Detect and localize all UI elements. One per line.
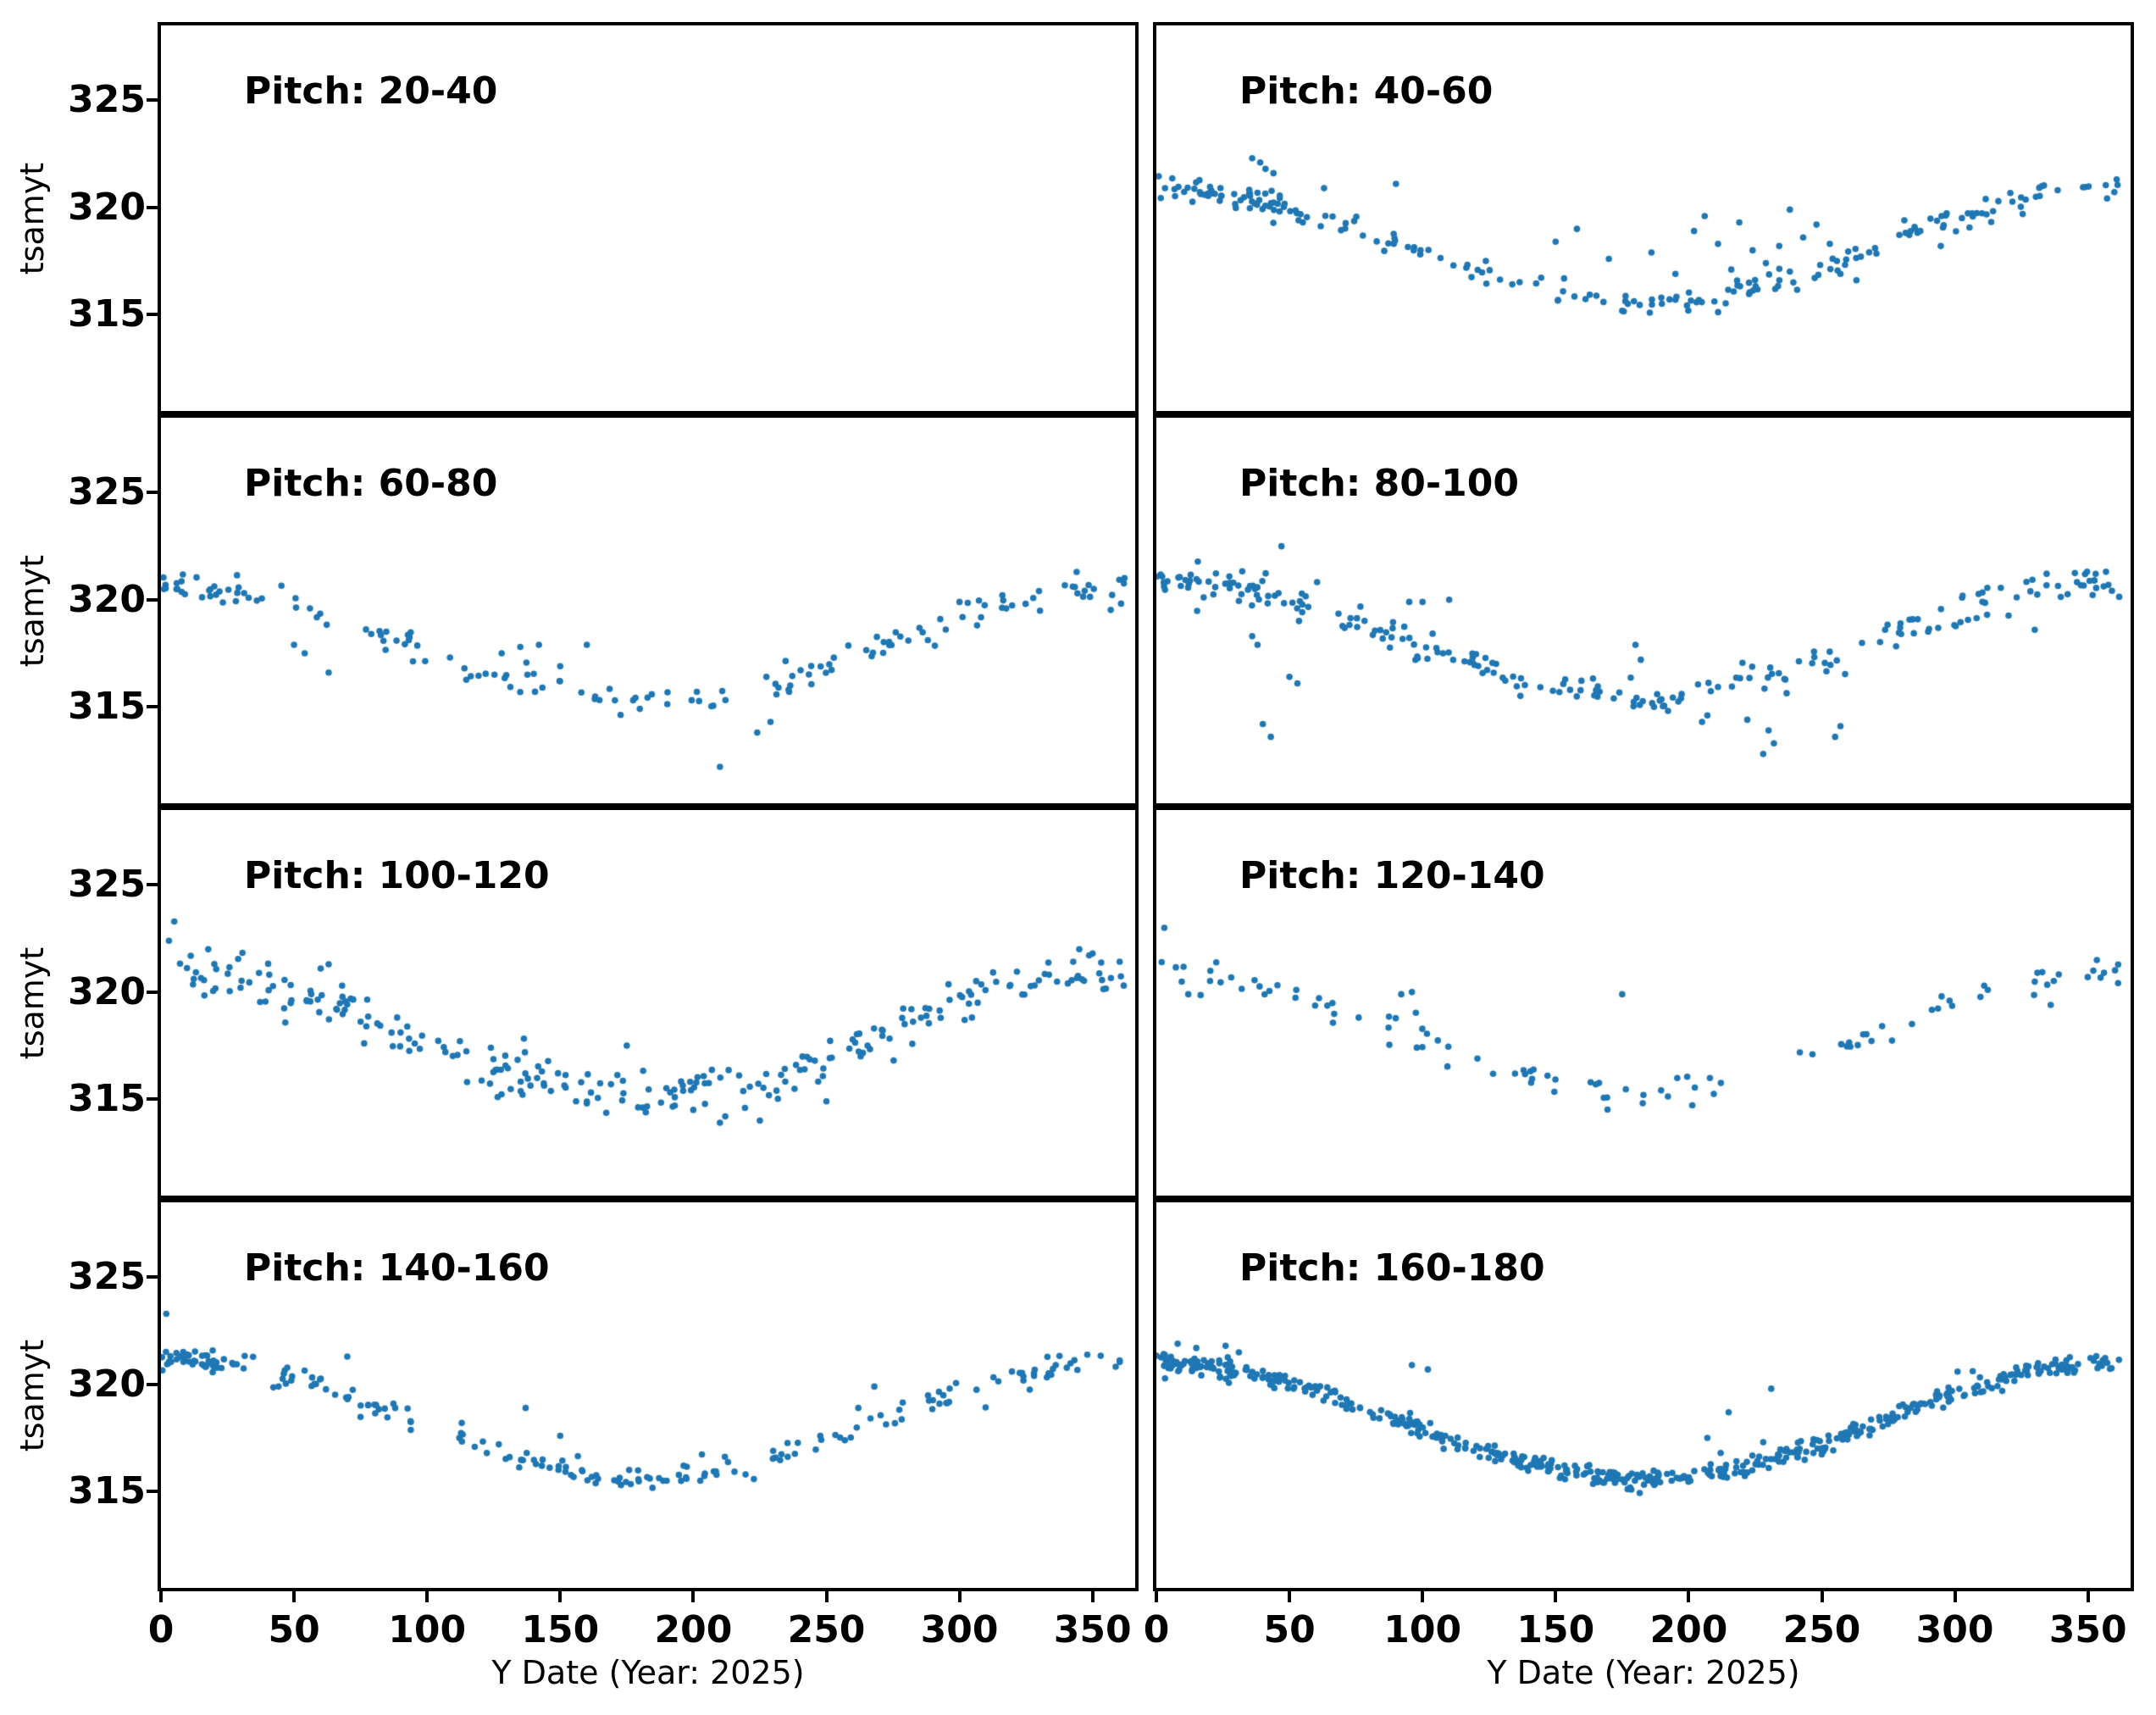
x-tick-label: 250 [1782, 1608, 1861, 1651]
x-tick-mark [1155, 1591, 1158, 1602]
y-axis-label: tsamyt [14, 946, 51, 1059]
y-tick-mark [147, 883, 158, 887]
y-tick-label: 315 [68, 685, 146, 729]
y-tick-label: 325 [68, 1255, 146, 1299]
scatter-canvas [161, 25, 1135, 411]
x-axis-label: Y Date (Year: 2025) [1487, 1654, 1800, 1691]
subplot-pitch-160-180: Pitch: 160-180 [1153, 1199, 2134, 1591]
scatter-canvas [161, 1202, 1135, 1588]
scatter-canvas [1156, 418, 2131, 803]
subplot-pitch-60-80: Pitch: 60-80 [158, 414, 1139, 807]
subplot-title: Pitch: 60-80 [244, 462, 498, 505]
x-tick-label: 0 [1143, 1608, 1170, 1651]
x-tick-mark [558, 1591, 563, 1602]
scatter-canvas [1156, 25, 2131, 411]
x-tick-mark [691, 1591, 696, 1602]
y-tick-label: 320 [68, 185, 146, 229]
y-tick-label: 315 [68, 1077, 146, 1121]
y-tick-mark [147, 491, 158, 495]
x-tick-mark [1554, 1591, 1558, 1602]
subplot-pitch-140-160: Pitch: 140-160 [158, 1199, 1139, 1591]
x-tick-mark [1288, 1591, 1292, 1602]
x-tick-mark [2086, 1591, 2090, 1602]
y-tick-mark [147, 98, 158, 103]
subplot-title: Pitch: 20-40 [244, 69, 498, 113]
y-axis-label: tsamyt [14, 554, 51, 667]
x-tick-mark [824, 1591, 829, 1602]
y-tick-label: 315 [68, 1469, 146, 1513]
x-tick-mark [1953, 1591, 1957, 1602]
x-tick-label: 200 [654, 1608, 733, 1651]
y-tick-label: 320 [68, 1362, 146, 1406]
scatter-canvas [161, 418, 1135, 803]
x-tick-label: 350 [2048, 1608, 2127, 1651]
subplot-pitch-20-40: Pitch: 20-40 [158, 22, 1139, 414]
subplot-title: Pitch: 160-180 [1239, 1246, 1545, 1290]
x-tick-mark [1090, 1591, 1095, 1602]
y-axis-label: tsamyt [14, 1339, 51, 1451]
y-tick-label: 320 [68, 577, 146, 621]
y-tick-label: 315 [68, 292, 146, 336]
x-tick-label: 100 [388, 1608, 467, 1651]
scatter-canvas [1156, 810, 2131, 1196]
subplot-pitch-80-100: Pitch: 80-100 [1153, 414, 2134, 807]
subplot-title: Pitch: 140-160 [244, 1246, 550, 1290]
subplot-title: Pitch: 120-140 [1239, 854, 1545, 897]
x-tick-label: 300 [1915, 1608, 1994, 1651]
subplot-title: Pitch: 100-120 [244, 854, 550, 897]
y-axis-label: tsamyt [14, 162, 51, 275]
x-tick-label: 200 [1649, 1608, 1728, 1651]
y-tick-mark [147, 1490, 158, 1494]
x-tick-label: 100 [1383, 1608, 1462, 1651]
x-tick-label: 0 [147, 1608, 175, 1651]
y-tick-mark [147, 1097, 158, 1102]
y-tick-mark [147, 205, 158, 209]
y-tick-mark [147, 705, 158, 709]
scatter-canvas [161, 810, 1135, 1196]
x-tick-label: 150 [1516, 1608, 1595, 1651]
x-tick-mark [159, 1591, 163, 1602]
x-axis-label: Y Date (Year: 2025) [491, 1654, 805, 1691]
y-tick-label: 325 [68, 470, 146, 514]
x-tick-mark [425, 1591, 430, 1602]
x-tick-label: 300 [920, 1608, 999, 1651]
x-tick-label: 50 [268, 1608, 320, 1651]
y-tick-label: 325 [68, 78, 146, 122]
x-tick-mark [1820, 1591, 1824, 1602]
subplot-pitch-120-140: Pitch: 120-140 [1153, 807, 2134, 1199]
y-tick-label: 325 [68, 863, 146, 907]
y-tick-mark [147, 1382, 158, 1386]
y-tick-mark [147, 1275, 158, 1279]
x-tick-mark [1421, 1591, 1425, 1602]
x-tick-mark [957, 1591, 962, 1602]
subplot-pitch-100-120: Pitch: 100-120 [158, 807, 1139, 1199]
y-tick-mark [147, 990, 158, 994]
x-tick-mark [1687, 1591, 1691, 1602]
x-tick-label: 250 [787, 1608, 866, 1651]
scatter-canvas [1156, 1202, 2131, 1588]
y-tick-mark [147, 313, 158, 317]
x-tick-label: 350 [1053, 1608, 1132, 1651]
subplot-title: Pitch: 80-100 [1239, 462, 1520, 505]
x-tick-label: 50 [1263, 1608, 1316, 1651]
y-tick-mark [147, 597, 158, 602]
subplot-title: Pitch: 40-60 [1239, 69, 1494, 113]
x-tick-label: 150 [521, 1608, 600, 1651]
subplot-pitch-40-60: Pitch: 40-60 [1153, 22, 2134, 414]
y-tick-label: 320 [68, 969, 146, 1013]
x-tick-mark [292, 1591, 297, 1602]
